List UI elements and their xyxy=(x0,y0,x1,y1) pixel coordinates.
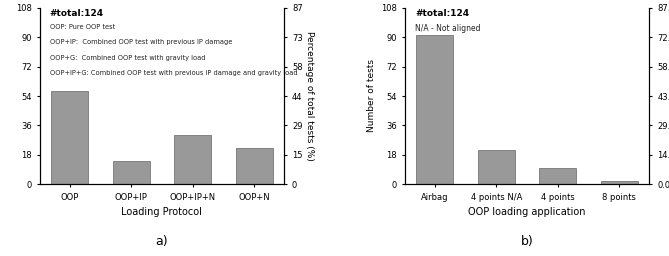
X-axis label: Loading Protocol: Loading Protocol xyxy=(122,207,202,217)
Text: OOP+G:  Combined OOP test with gravity load: OOP+G: Combined OOP test with gravity lo… xyxy=(50,55,205,61)
Y-axis label: Percentage of total tests (%): Percentage of total tests (%) xyxy=(305,31,314,161)
Text: N/A - Not aligned: N/A - Not aligned xyxy=(415,24,480,33)
Text: OOP: Pure OOP test: OOP: Pure OOP test xyxy=(50,24,115,30)
X-axis label: OOP loading application: OOP loading application xyxy=(468,207,586,217)
Y-axis label: Number of tests: Number of tests xyxy=(367,59,376,133)
Text: #total:124: #total:124 xyxy=(50,9,104,18)
Bar xyxy=(174,135,211,184)
Bar xyxy=(539,168,577,184)
Text: #total:124: #total:124 xyxy=(415,9,469,18)
Bar xyxy=(235,148,272,184)
Bar xyxy=(601,181,638,184)
Bar xyxy=(417,36,454,184)
Text: a): a) xyxy=(156,235,168,248)
Bar xyxy=(478,150,515,184)
Text: OOP+IP+G: Combined OOP test with previous IP damage and gravity load: OOP+IP+G: Combined OOP test with previou… xyxy=(50,70,298,76)
Text: OOP+IP:  Combined OOP test with previous IP damage: OOP+IP: Combined OOP test with previous … xyxy=(50,39,232,45)
Bar xyxy=(52,91,88,184)
Text: b): b) xyxy=(520,235,534,248)
Bar xyxy=(112,162,150,184)
